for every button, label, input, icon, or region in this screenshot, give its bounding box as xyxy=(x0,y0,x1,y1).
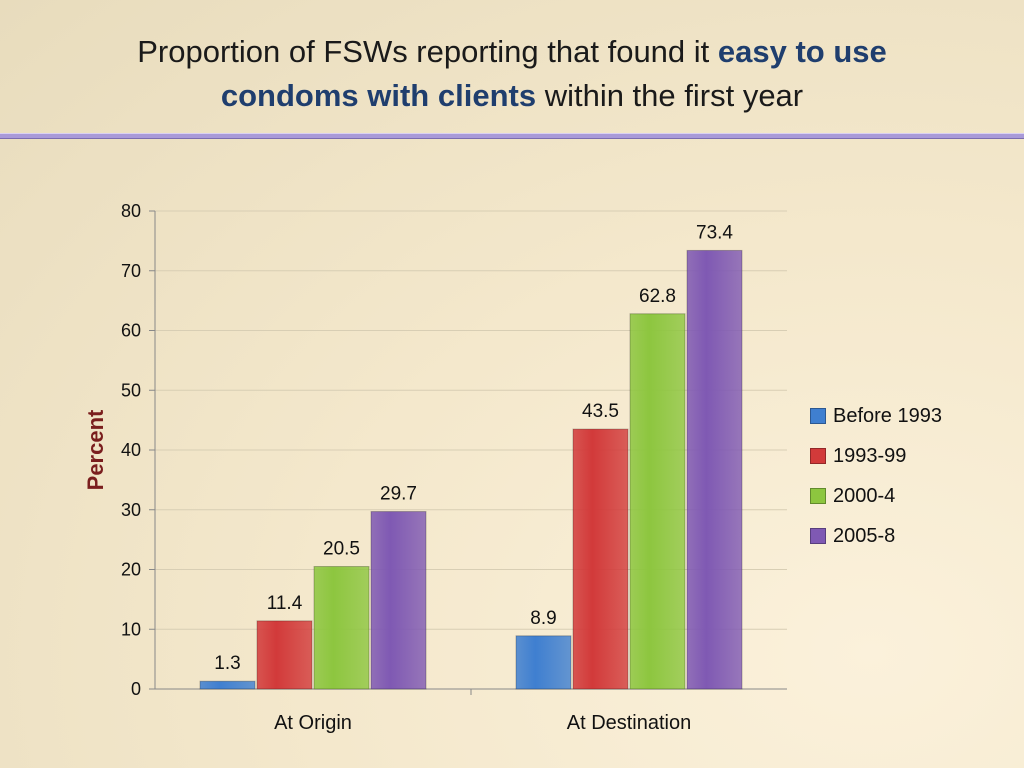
bar xyxy=(256,620,313,690)
bars xyxy=(199,249,743,690)
data-label: 11.4 xyxy=(267,593,303,614)
y-tick-label: 50 xyxy=(121,380,141,400)
data-label: 73.4 xyxy=(696,222,733,243)
data-label: 29.7 xyxy=(380,484,417,505)
bar xyxy=(370,511,427,690)
y-tick-label: 20 xyxy=(121,560,141,580)
x-tick-label: At Origin xyxy=(274,712,352,734)
legend-item: Before 1993 xyxy=(810,396,942,436)
title-highlight-2: condoms with clients xyxy=(220,78,537,113)
legend-swatch xyxy=(810,408,826,424)
legend-swatch xyxy=(810,528,826,544)
bar xyxy=(199,680,256,690)
y-tick-label: 30 xyxy=(121,500,141,520)
data-label: 62.8 xyxy=(639,286,676,307)
y-tick-label: 0 xyxy=(131,679,141,699)
title-highlight-1: easy to use xyxy=(717,34,887,69)
y-axis-label: Percent xyxy=(83,409,108,490)
data-label: 1.3 xyxy=(214,653,240,674)
x-tick-label: At Destination xyxy=(567,712,692,734)
legend-item: 1993-99 xyxy=(810,436,942,476)
legend-swatch xyxy=(810,448,826,464)
bar xyxy=(515,635,572,690)
y-tick-label: 70 xyxy=(121,261,141,281)
bar xyxy=(572,428,629,690)
legend-label: 2000-4 xyxy=(833,484,896,507)
y-tick-label: 10 xyxy=(121,619,141,639)
title-text-1: Proportion of FSWs reporting that found … xyxy=(137,34,718,69)
bar xyxy=(313,566,370,690)
y-tick-label: 60 xyxy=(121,321,141,341)
y-tick-label: 40 xyxy=(121,440,141,460)
title-text-2: within the first year xyxy=(536,78,804,113)
labels: 0 10 20 30 40 50 60 70 80 Percent At Origin 1.3 11.4… xyxy=(83,201,733,734)
legend-item: 2000-4 xyxy=(810,476,942,516)
legend-label: Before 1993 xyxy=(833,404,942,427)
legend-item: 2005-8 xyxy=(810,516,942,556)
data-label: 8.9 xyxy=(530,608,556,629)
legend-swatch xyxy=(810,488,826,504)
y-tick-label: 80 xyxy=(121,201,141,221)
data-label: 20.5 xyxy=(323,539,360,560)
legend: Before 1993 1993-99 2000-4 2005-8 xyxy=(810,396,942,556)
legend-label: 2005-8 xyxy=(833,524,896,547)
bar xyxy=(629,313,686,690)
legend-label: 1993-99 xyxy=(833,444,907,467)
title-divider xyxy=(0,133,1024,139)
chart-title: Proportion of FSWs reporting that found … xyxy=(20,30,1004,118)
bar xyxy=(686,249,743,690)
data-label: 43.5 xyxy=(582,401,619,422)
